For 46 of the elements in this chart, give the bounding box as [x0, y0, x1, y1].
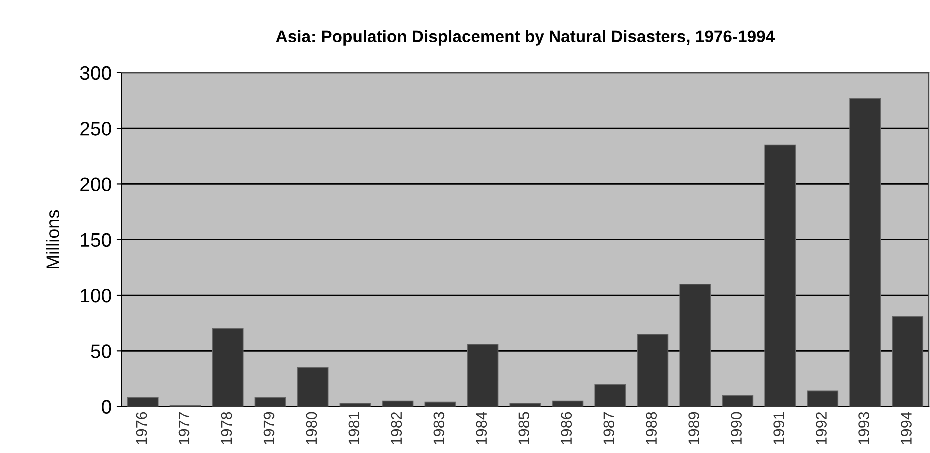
- bar: [510, 403, 542, 407]
- bar: [382, 400, 414, 407]
- x-tick-label: 1992: [816, 412, 827, 444]
- bar: [807, 390, 839, 407]
- x-tick-label: 1979: [264, 412, 275, 444]
- bar: [892, 316, 924, 407]
- bar: [722, 395, 754, 407]
- chart-title: Asia: Population Displacement by Natural Disasters, 1976-1994: [276, 30, 776, 46]
- bar: [680, 284, 712, 407]
- x-tick-label: 1982: [391, 412, 402, 444]
- x-tick-label: 1993: [858, 412, 870, 444]
- x-tick-label: 1984: [476, 412, 488, 444]
- bar: [764, 144, 796, 407]
- bar: [552, 400, 584, 407]
- y-axis-title: Millions: [46, 210, 60, 268]
- y-tick-label: 250: [80, 122, 112, 136]
- y-tick-label: 200: [80, 178, 112, 192]
- bar: [850, 98, 882, 407]
- bar: [340, 403, 372, 407]
- x-tick-label: 1976: [136, 412, 148, 444]
- bar: [637, 334, 669, 407]
- bar: [594, 384, 626, 407]
- x-tick-label: 1991: [774, 412, 784, 444]
- y-tick-label: 0: [102, 400, 112, 414]
- x-tick-label: 1986: [561, 412, 572, 444]
- bar: [212, 328, 244, 407]
- x-tick-label: 1978: [221, 412, 232, 444]
- y-tick-label: 300: [80, 66, 112, 80]
- y-tick-label: 50: [91, 344, 112, 358]
- bar: [297, 367, 329, 407]
- x-tick-label: 1977: [178, 412, 190, 444]
- x-tick-label: 1989: [688, 412, 700, 444]
- x-tick-label: 1980: [306, 412, 318, 444]
- bar: [254, 397, 286, 407]
- x-tick-label: 1988: [646, 412, 658, 444]
- bar: [467, 344, 499, 407]
- bar: [424, 402, 456, 407]
- y-tick-label: 150: [81, 233, 112, 248]
- y-tick-label: 100: [81, 288, 112, 303]
- x-tick-label: 1990: [731, 412, 742, 444]
- x-tick-label: 1994: [901, 412, 912, 444]
- x-tick-label: 1987: [604, 412, 615, 444]
- x-tick-label: 1983: [434, 412, 445, 444]
- x-tick-label: 1985: [518, 412, 530, 444]
- bar: [127, 397, 159, 407]
- x-tick-label: 1981: [348, 412, 360, 444]
